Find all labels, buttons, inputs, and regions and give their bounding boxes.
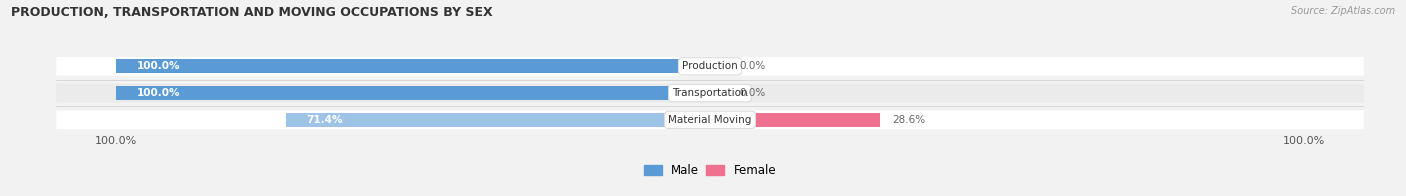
FancyBboxPatch shape [56, 111, 1364, 129]
Text: 100.0%: 100.0% [136, 88, 180, 98]
Text: 28.6%: 28.6% [891, 115, 925, 125]
Bar [115, 86, 710, 100]
Bar [285, 113, 710, 127]
Text: 100.0%: 100.0% [136, 61, 180, 71]
Text: 71.4%: 71.4% [307, 115, 343, 125]
Legend: Male, Female: Male, Female [644, 164, 776, 177]
Text: Material Moving: Material Moving [668, 115, 752, 125]
Text: 0.0%: 0.0% [740, 61, 766, 71]
Bar [710, 113, 880, 127]
FancyBboxPatch shape [56, 84, 1364, 103]
Bar [115, 59, 710, 73]
Text: 0.0%: 0.0% [740, 88, 766, 98]
FancyBboxPatch shape [56, 57, 1364, 76]
Bar [710, 86, 734, 100]
Text: PRODUCTION, TRANSPORTATION AND MOVING OCCUPATIONS BY SEX: PRODUCTION, TRANSPORTATION AND MOVING OC… [11, 6, 494, 19]
Text: Transportation: Transportation [672, 88, 748, 98]
Text: Source: ZipAtlas.com: Source: ZipAtlas.com [1291, 6, 1395, 16]
Text: Production: Production [682, 61, 738, 71]
Bar [710, 59, 734, 73]
